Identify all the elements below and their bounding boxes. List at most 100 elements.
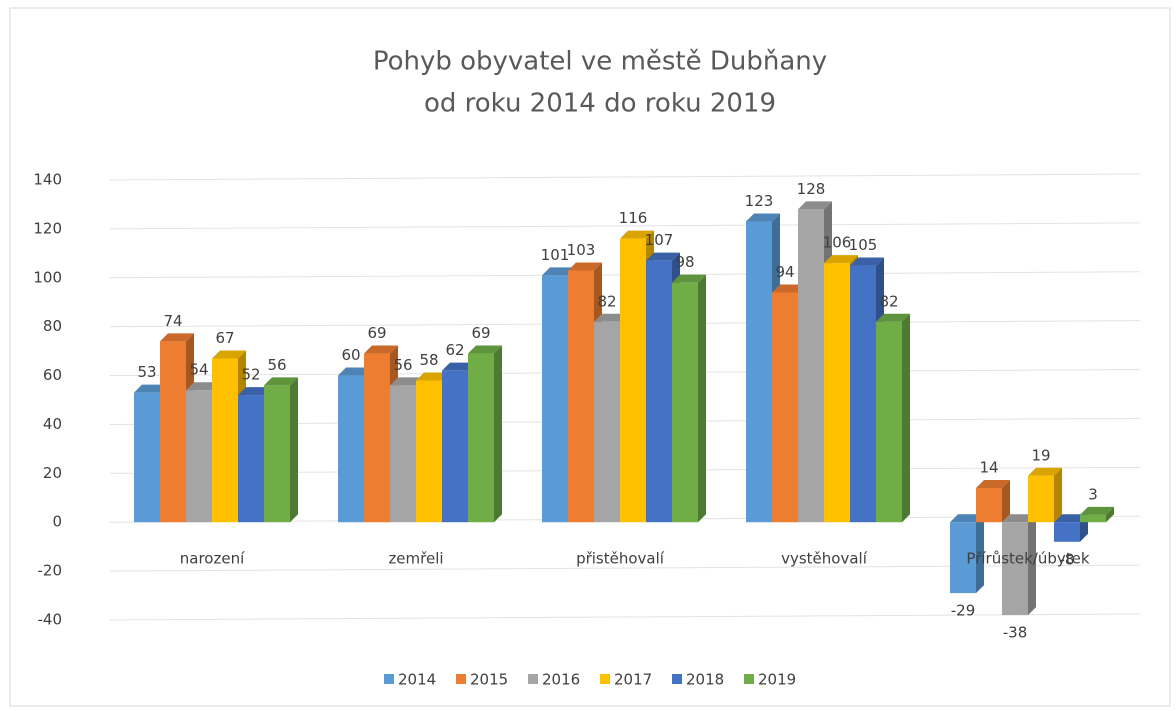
legend-swatch: [384, 674, 394, 684]
bar-top: [390, 377, 424, 386]
bar-top: [264, 377, 298, 386]
data-label: 58: [419, 351, 438, 369]
grid-line: [109, 173, 1141, 181]
bar: [338, 375, 364, 523]
legend-swatch: [744, 674, 754, 684]
y-tick-label: 120: [33, 219, 62, 237]
bar: [442, 370, 468, 523]
bar: [1080, 514, 1106, 523]
bar-top: [620, 230, 654, 239]
legend-label: 2016: [542, 671, 580, 689]
bar-top: [1002, 514, 1036, 523]
y-tick-label: 20: [43, 464, 62, 482]
bar: [160, 341, 186, 523]
bar-top: [1028, 467, 1062, 476]
legend-label: 2019: [758, 671, 796, 689]
bar-top: [160, 333, 194, 342]
bar-side: [1002, 480, 1010, 523]
data-label: 19: [1031, 446, 1050, 464]
x-tick-label: narození: [180, 549, 245, 567]
data-label: -29: [951, 602, 976, 620]
bar-top: [950, 514, 984, 523]
bar: [416, 380, 442, 523]
bar-top: [1080, 506, 1114, 515]
bar: [1028, 475, 1054, 523]
bar-top: [468, 345, 502, 354]
legend-label: 2015: [470, 671, 508, 689]
data-label: 98: [675, 253, 694, 271]
bar: [238, 395, 264, 523]
y-tick-label: -40: [38, 611, 63, 629]
data-label: 123: [745, 192, 774, 210]
data-label: 116: [619, 209, 648, 227]
data-label: 54: [189, 361, 208, 379]
legend-swatch: [600, 674, 610, 684]
data-label: -38: [1003, 624, 1028, 642]
bar-top: [798, 201, 832, 210]
bar-top: [442, 362, 476, 371]
bar: [1002, 522, 1028, 616]
y-tick-label: 60: [43, 366, 62, 384]
bar-top: [338, 367, 372, 376]
bar-side: [698, 274, 706, 523]
bar-side: [1106, 506, 1114, 523]
bar-top: [594, 313, 628, 322]
bar-side: [1054, 467, 1062, 523]
legend-label: 2017: [614, 671, 652, 689]
bar: [850, 265, 876, 523]
data-label: 52: [241, 366, 260, 384]
x-tick-label: Přírůstek/úbytek: [966, 549, 1089, 567]
bar-top: [772, 284, 806, 293]
bar-top: [1054, 514, 1088, 523]
bar-top: [186, 382, 220, 391]
x-tick-label: přistěhovalí: [576, 549, 665, 567]
bar: [212, 358, 238, 523]
bar-top: [672, 274, 706, 283]
bar: [620, 238, 646, 523]
data-label: 56: [267, 356, 286, 374]
bar-side: [290, 377, 298, 523]
data-label: 94: [775, 263, 794, 281]
data-label: 107: [645, 231, 674, 249]
bar-top: [824, 255, 858, 264]
data-label: 60: [341, 346, 360, 364]
x-tick-label: zemřeli: [388, 549, 443, 567]
bar-top: [850, 257, 884, 266]
bar-top: [746, 213, 780, 222]
grid-line: [109, 613, 1141, 621]
bar-top: [134, 384, 168, 393]
chart-subtitle: od roku 2014 do roku 2019: [424, 89, 776, 119]
bar-side: [976, 514, 984, 594]
bar: [468, 353, 494, 523]
data-label: 62: [445, 341, 464, 359]
bar-top: [238, 387, 272, 396]
bar-side: [494, 345, 502, 523]
bar: [646, 260, 672, 523]
bar: [390, 385, 416, 523]
legend-label: 2014: [398, 671, 436, 689]
data-label: 56: [393, 356, 412, 374]
data-label: 103: [567, 241, 596, 259]
data-label: 82: [879, 292, 898, 310]
data-label: 53: [137, 363, 156, 381]
bar: [824, 263, 850, 523]
grid-line: [109, 222, 1141, 230]
bar-top: [568, 262, 602, 271]
bar: [186, 390, 212, 523]
legend-swatch: [528, 674, 538, 684]
bar-top: [876, 313, 910, 322]
bar: [950, 522, 976, 594]
bar: [876, 321, 902, 523]
y-tick-label: 40: [43, 415, 62, 433]
bar-side: [1028, 514, 1036, 616]
y-tick-label: -20: [38, 562, 63, 580]
bar: [798, 209, 824, 523]
legend-swatch: [672, 674, 682, 684]
chart-title: Pohyb obyvatel ve městě Dubňany: [373, 47, 827, 77]
bar: [264, 385, 290, 523]
bar: [746, 221, 772, 523]
data-label: -8: [1060, 550, 1075, 568]
y-tick-label: 80: [43, 317, 62, 335]
legend-label: 2018: [686, 671, 724, 689]
